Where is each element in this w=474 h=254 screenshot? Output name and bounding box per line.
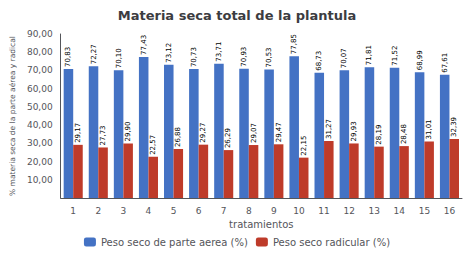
svg-text:10: 10 [293,206,305,216]
svg-text:68,73: 68,73 [315,51,323,71]
svg-text:10,00: 10,00 [27,175,53,185]
svg-text:29,07: 29,07 [250,123,258,143]
svg-text:Materia seca total de la plant: Materia seca total de la plantula [118,8,356,23]
svg-text:26,88: 26,88 [174,127,182,147]
svg-text:70,73: 70,73 [190,47,198,67]
svg-text:29,90: 29,90 [124,121,132,141]
svg-text:73,71: 73,71 [215,42,223,62]
svg-text:20,00: 20,00 [27,157,53,167]
svg-text:Peso seco de parte aerea (%): Peso seco de parte aerea (%) [101,237,248,248]
svg-text:% materia seca de la parte aér: % materia seca de la parte aérea y radic… [8,36,17,196]
svg-text:70,07: 70,07 [340,48,348,68]
svg-text:tratamientos: tratamientos [229,219,293,230]
svg-text:90,00: 90,00 [27,29,53,39]
svg-text:77,43: 77,43 [140,35,148,55]
svg-text:77,85: 77,85 [290,34,298,54]
svg-text:15: 15 [419,206,430,216]
svg-text:67,61: 67,61 [441,53,449,73]
svg-text:22,57: 22,57 [149,135,157,155]
svg-text:70,10: 70,10 [115,48,123,68]
svg-text:73,12: 73,12 [165,43,173,63]
svg-text:29,47: 29,47 [275,122,283,142]
svg-text:4: 4 [146,206,152,216]
svg-text:11: 11 [318,206,329,216]
svg-text:2: 2 [95,206,101,216]
svg-text:29,93: 29,93 [350,121,358,141]
svg-text:31,01: 31,01 [425,119,433,139]
svg-text:13: 13 [368,206,379,216]
svg-text:71,81: 71,81 [365,45,373,65]
svg-text:1: 1 [70,206,76,216]
svg-text:80,00: 80,00 [27,47,53,57]
svg-text:32,39: 32,39 [450,117,458,137]
svg-text:72,27: 72,27 [90,44,98,64]
svg-text:71,52: 71,52 [391,46,399,66]
svg-text:70,83: 70,83 [64,47,72,67]
svg-text:29,17: 29,17 [74,123,82,143]
svg-text:60,00: 60,00 [27,84,53,94]
svg-text:28,48: 28,48 [400,124,408,144]
svg-text:28,19: 28,19 [375,125,383,145]
svg-text:70,93: 70,93 [240,47,248,67]
svg-text:30,00: 30,00 [27,138,53,148]
svg-text:22,15: 22,15 [300,136,308,156]
svg-text:16: 16 [444,206,456,216]
svg-text:9: 9 [271,206,277,216]
svg-text:12: 12 [343,206,354,216]
svg-text:70,00: 70,00 [27,65,53,75]
svg-text:27,73: 27,73 [99,125,107,145]
svg-text:3: 3 [121,206,127,216]
svg-text:68,99: 68,99 [416,50,424,70]
svg-text:70,53: 70,53 [265,47,273,67]
svg-text:29,27: 29,27 [199,123,207,143]
svg-text:26,29: 26,29 [224,128,232,148]
svg-text:40,00: 40,00 [27,120,53,130]
svg-text:6: 6 [196,206,202,216]
svg-text:50,00: 50,00 [27,102,53,112]
svg-text:31,27: 31,27 [325,119,333,139]
svg-text:5: 5 [171,206,177,216]
svg-text:14: 14 [394,206,406,216]
svg-text:8: 8 [246,206,252,216]
svg-text:7: 7 [221,206,227,216]
svg-text:Peso seco radicular (%): Peso seco radicular (%) [273,237,390,248]
